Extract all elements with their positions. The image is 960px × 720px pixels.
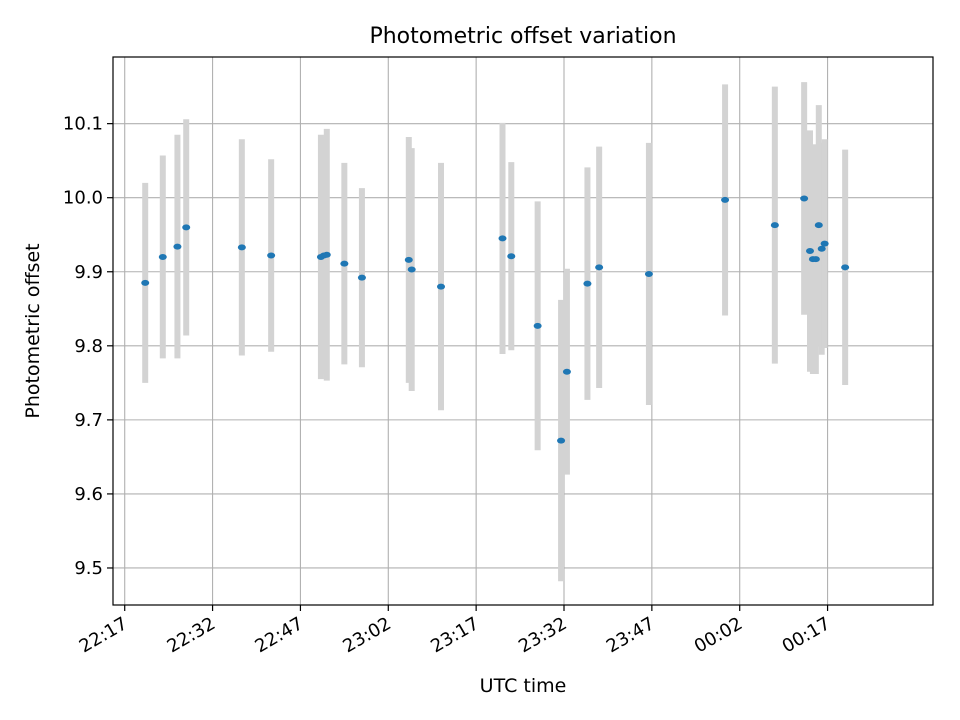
y-tick-label: 9.7 [74,410,103,431]
data-point [820,240,829,247]
data-point [770,222,779,229]
y-tick-label: 9.6 [74,484,103,505]
data-point [557,437,566,444]
data-point [533,322,542,329]
data-point [158,253,167,260]
data-point [814,222,823,229]
data-point [811,256,820,263]
data-point [407,266,416,273]
data-point [267,252,276,259]
chart-title: Photometric offset variation [369,24,676,49]
data-point [817,245,826,252]
plot-frame [112,56,934,606]
y-tick-label: 9.8 [74,336,103,357]
y-tick-label: 10.1 [63,114,103,135]
data-point [173,243,182,250]
y-tick-label: 10.0 [63,188,103,209]
data-point [595,264,604,271]
data-point [237,244,246,251]
data-point [498,235,507,242]
data-point [437,283,445,290]
y-tick-label: 9.9 [74,262,103,283]
data-point [322,251,331,258]
data-point [841,264,850,271]
data-point [800,195,809,202]
y-axis: 9.5 9.6 9.7 9.8 9.9 10.0 10.1 [63,114,113,579]
data-points [141,195,850,444]
data-point [357,274,366,281]
y-tick-label: 9.5 [74,558,103,579]
data-point [404,256,413,263]
data-point [721,196,730,203]
data-point [141,279,150,286]
x-axis-label: UTC time [480,675,567,697]
data-point [507,253,516,260]
data-point [182,224,191,231]
data-point [562,368,571,375]
y-axis-label: Photometric offset [22,243,44,418]
data-point [583,280,592,287]
data-point [806,248,814,255]
data-point [644,270,653,277]
data-point [340,260,349,267]
